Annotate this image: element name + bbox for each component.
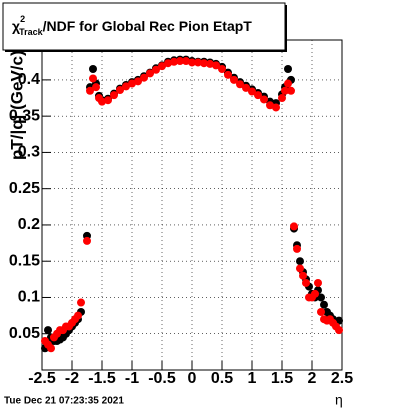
x-tick-label: -1.5 — [88, 370, 116, 387]
title-sup: 2 — [20, 14, 25, 24]
data-point — [146, 69, 154, 78]
data-point — [287, 86, 295, 95]
data-point — [335, 326, 343, 335]
data-point — [86, 86, 94, 95]
data-point — [299, 271, 307, 280]
x-tick-label: 1.5 — [271, 370, 293, 387]
data-point — [200, 59, 208, 68]
data-point — [311, 289, 319, 298]
y-tick-label: 0.4 — [18, 71, 40, 88]
chart-title: χ2 Track/NDF for Global Rec Pion EtapT — [12, 14, 252, 37]
y-tick-label: 0.3 — [18, 144, 40, 161]
data-point — [122, 82, 130, 91]
data-point — [281, 86, 289, 95]
data-point — [152, 65, 160, 74]
data-point — [176, 57, 184, 66]
data-point — [236, 80, 244, 89]
plot-frame — [41, 39, 343, 371]
plot-area: -2.5 -2 -1.5 -1 -0.5 0 0.5 1 1.5 2 2.5 0.05 0.1 0.15 0… — [9, 40, 353, 387]
y-tick-label: 0.35 — [9, 107, 40, 124]
title-box — [2, 2, 286, 51]
data-point — [242, 83, 250, 92]
x-tick-label: 2 — [308, 370, 317, 387]
data-point — [89, 74, 97, 83]
data-point — [158, 62, 166, 71]
data-point — [284, 79, 292, 88]
data-point — [98, 97, 106, 106]
data-point — [260, 95, 268, 104]
data-point — [218, 65, 226, 74]
data-point — [140, 73, 148, 82]
data-point — [116, 86, 124, 95]
data-point — [302, 278, 310, 287]
data-point — [110, 91, 118, 100]
y-axis-label: pT/|q| (GeV/c) — [7, 50, 26, 160]
x-tick-label: -1 — [125, 370, 139, 387]
data-point — [188, 58, 196, 67]
footer: Tue Dec 21 07:23:35 2021 — [4, 396, 124, 407]
data-point — [170, 57, 178, 66]
data-point — [134, 77, 142, 86]
y-tick-label: 0.15 — [9, 252, 40, 269]
x-tick-label: -2 — [65, 370, 79, 387]
data-point — [104, 96, 112, 105]
data-point — [194, 58, 202, 67]
data-point — [74, 311, 82, 320]
data-point — [266, 101, 274, 110]
title-symbol: χ — [12, 18, 20, 34]
data-point — [92, 83, 100, 92]
data-point — [272, 103, 280, 112]
x-tick-label: 0.5 — [211, 370, 233, 387]
data-point — [248, 87, 256, 96]
x-tick-label: 0 — [188, 370, 197, 387]
x-tick-label: -2.5 — [28, 370, 56, 387]
x-tick-label: 2.5 — [331, 370, 353, 387]
y-tick-label: 0.05 — [9, 325, 40, 342]
title-sub: Track — [19, 27, 44, 37]
data-point — [77, 298, 85, 307]
data-point — [47, 344, 55, 353]
data-point — [296, 257, 304, 266]
data-point — [89, 65, 97, 74]
data-point — [254, 91, 262, 100]
x-tick-label: 1 — [248, 370, 257, 387]
data-point — [224, 70, 232, 79]
x-axis-label: η — [335, 392, 343, 408]
x-tick-label: -0.5 — [148, 370, 176, 387]
data-point — [44, 326, 52, 335]
y-tick-label: 0.2 — [18, 216, 40, 233]
title-text: /NDF for Global Rec Pion EtapT — [43, 18, 253, 34]
data-point — [230, 75, 238, 84]
data-point — [290, 222, 298, 231]
data-point — [293, 244, 301, 253]
data-point — [314, 278, 322, 287]
data-point — [206, 59, 214, 68]
data-point — [296, 264, 304, 273]
y-tick-label: 0.25 — [9, 180, 40, 197]
data-point — [128, 79, 136, 88]
data-point — [83, 236, 91, 245]
data-point — [212, 61, 220, 70]
data-point — [317, 307, 325, 316]
data-point — [164, 59, 172, 68]
data-point — [278, 94, 286, 103]
data-point — [182, 57, 190, 66]
data-point — [317, 293, 325, 302]
data-point — [320, 300, 328, 309]
y-tick-label: 0.1 — [18, 289, 40, 306]
data-point — [284, 65, 292, 74]
